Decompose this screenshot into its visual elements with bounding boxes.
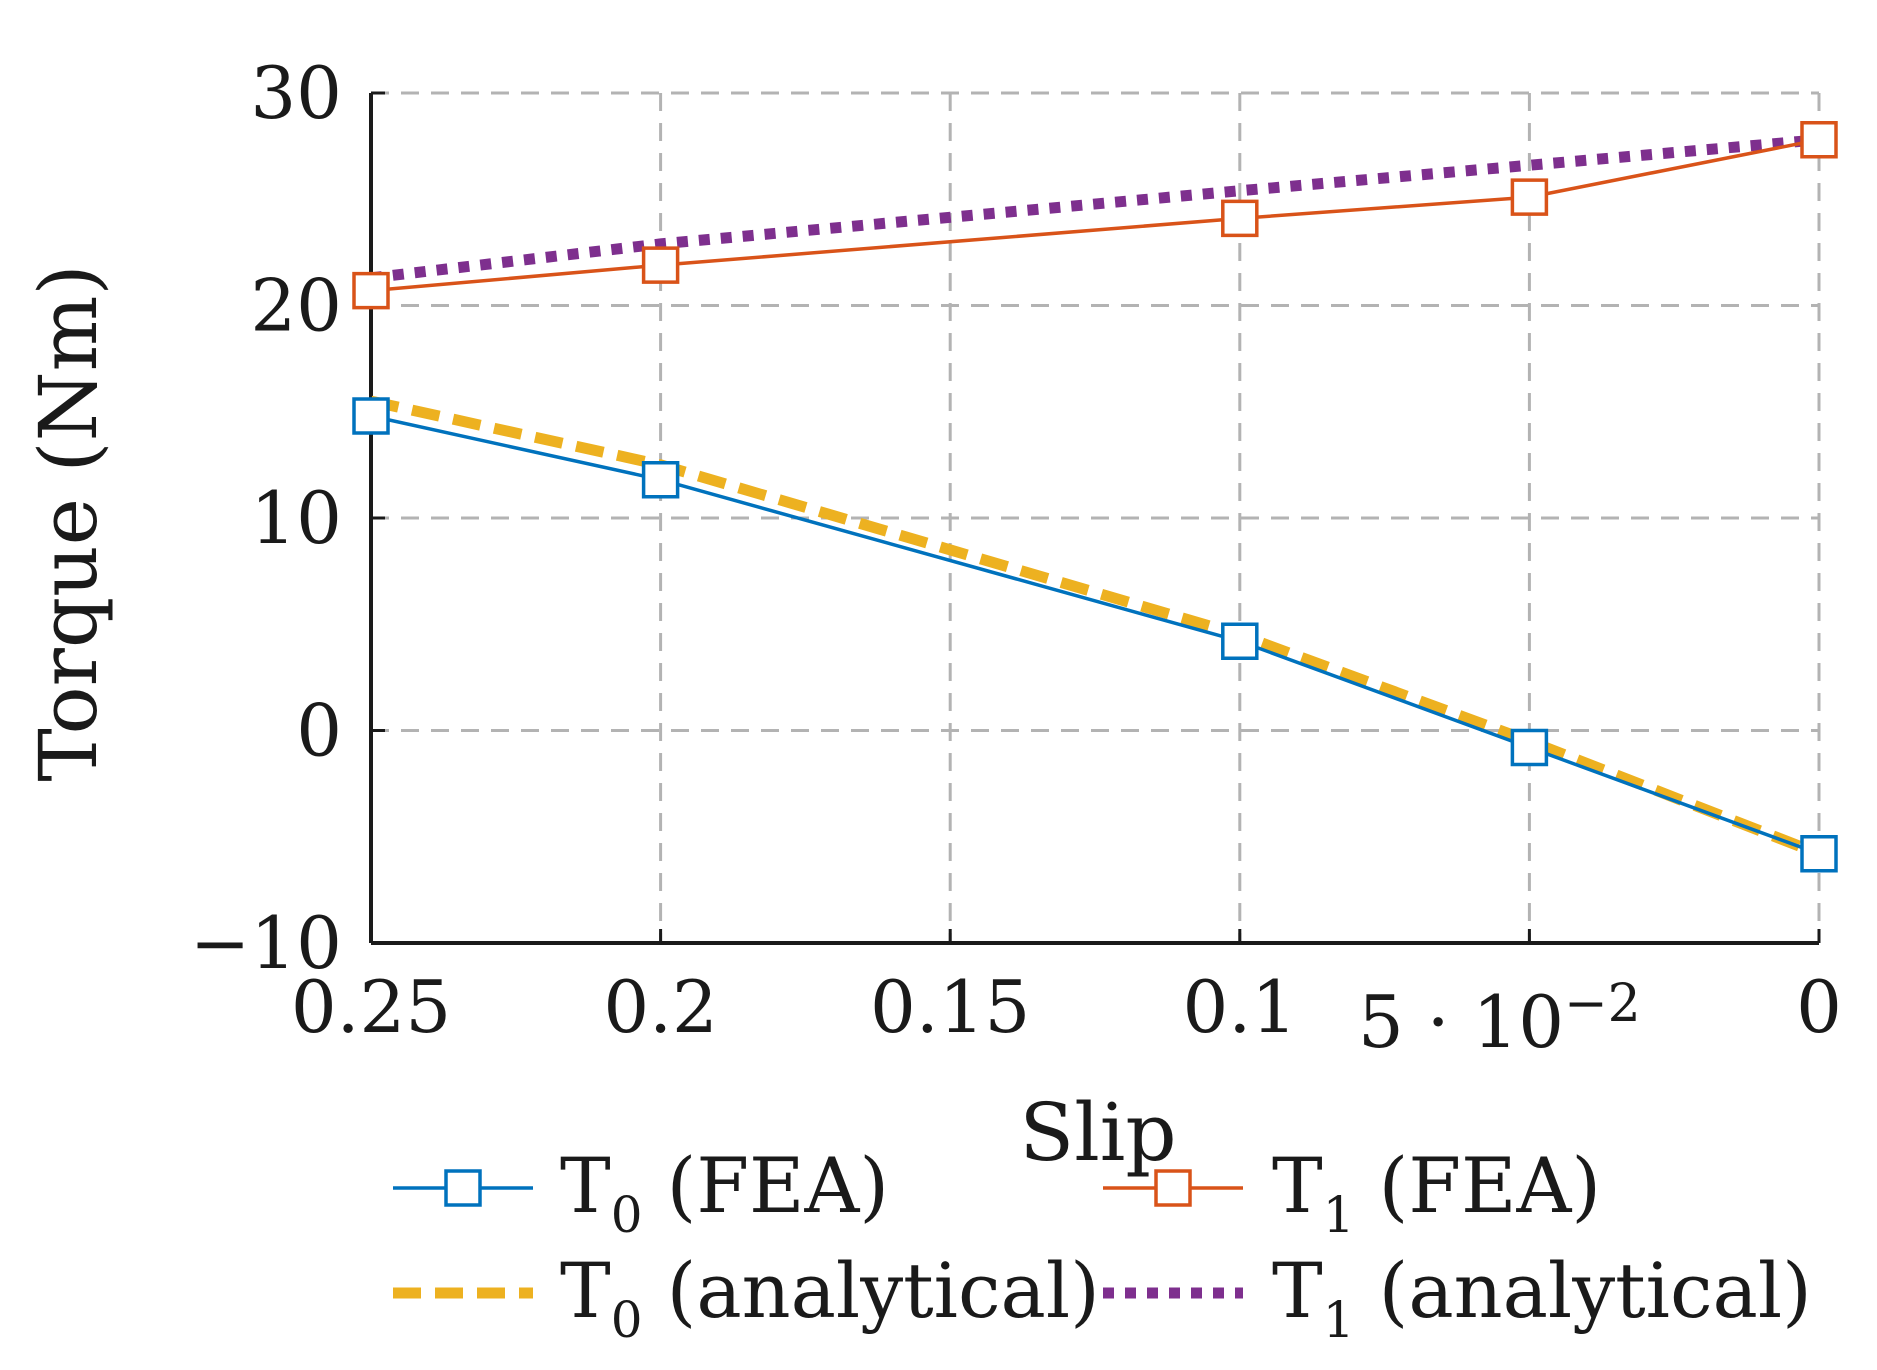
legend-label: T1 (FEA) (1272, 1141, 1601, 1244)
data-point-t1-fea (1802, 123, 1836, 157)
series-line-t0-fea (371, 416, 1819, 854)
legend-label-subscript: 0 (611, 1291, 643, 1349)
x-tick-label: 0 (1796, 965, 1842, 1049)
grid (371, 93, 1819, 943)
legend-label-main: T (1272, 1141, 1323, 1230)
legend-label: T1 (analytical) (1272, 1246, 1812, 1349)
legend-entry-t0-fea: T0 (FEA) (393, 1141, 889, 1244)
data-point-t1-fea (1512, 180, 1546, 214)
series-line-t1-analytical (371, 140, 1819, 278)
legend-label-rest: (analytical) (643, 1246, 1100, 1335)
torque-slip-chart: 0.25 0.2 0.15 0.1 5 · 10−2 0−100102030 Slip T… (0, 0, 1877, 1370)
x-tick-label-exponent: −2 (1564, 974, 1641, 1034)
data-point-t0-fea (644, 463, 678, 497)
y-tick-label: 10 (250, 476, 342, 560)
legend-label: T0 (analytical) (560, 1246, 1100, 1349)
x-tick-label-base: 5 · 10 (1358, 980, 1564, 1064)
data-point-t1-fea (1223, 201, 1257, 235)
data-point-t1-fea (644, 248, 678, 282)
data-point-t0-fea (354, 399, 388, 433)
x-tick-label: 0.15 (870, 965, 1030, 1049)
x-tick-label: 0.1 (1183, 965, 1298, 1049)
x-tick-label: 0.2 (603, 965, 718, 1049)
data-point-t0-fea (1223, 624, 1257, 658)
legend-marker (446, 1171, 480, 1205)
y-tick-label: 0 (296, 689, 342, 773)
legend-entry-t1-analytical: T1 (analytical) (1103, 1246, 1812, 1349)
y-axis-title: Torque (Nm) (22, 264, 115, 781)
legend-label: T0 (FEA) (560, 1141, 889, 1244)
y-tick-label: −10 (190, 901, 342, 985)
legend-label-subscript: 0 (611, 1186, 643, 1244)
data-point-t0-fea (1802, 837, 1836, 871)
legend-label-rest: (FEA) (643, 1141, 890, 1230)
legend-label-rest: (analytical) (1355, 1246, 1812, 1335)
legend-entry-t1-fea: T1 (FEA) (1103, 1141, 1601, 1244)
y-tick-label: 30 (250, 51, 342, 135)
x-axis-title: Slip (1019, 1086, 1176, 1179)
x-tick-label: 5 · 10−2 (1358, 974, 1641, 1064)
legend-label-subscript: 1 (1323, 1186, 1355, 1244)
legend-label-rest: (FEA) (1355, 1141, 1602, 1230)
legend-label-main: T (1272, 1246, 1323, 1335)
legend-marker (1156, 1171, 1190, 1205)
legend-label-main: T (560, 1246, 611, 1335)
legend-label-subscript: 1 (1323, 1291, 1355, 1349)
series-line-t0-analytical (371, 401, 1819, 854)
data-point-t1-fea (354, 274, 388, 308)
y-tick-label: 20 (250, 264, 342, 348)
data-point-t0-fea (1512, 731, 1546, 765)
legend-entry-t0-analytical: T0 (analytical) (393, 1246, 1100, 1349)
series-layer (354, 123, 1836, 871)
legend-label-main: T (560, 1141, 611, 1230)
